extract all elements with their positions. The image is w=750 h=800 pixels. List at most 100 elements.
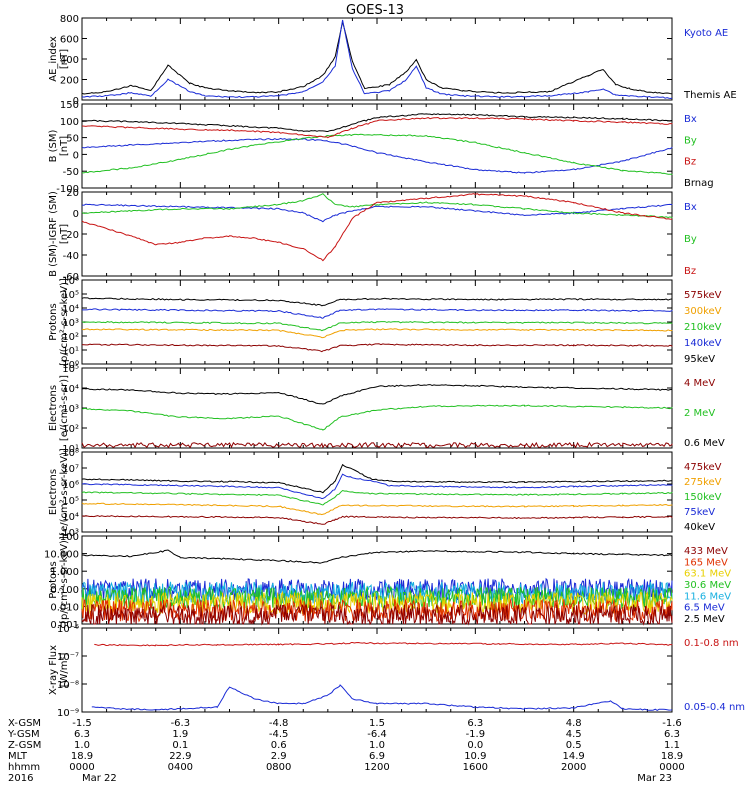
footer-value: 14.9 [563,751,585,762]
y-axis-label-prot1: Protons [48,303,59,340]
footer-value: -1.9 [466,729,486,740]
footer-value: 2000 [561,762,586,773]
series-line-elec1-1 [81,404,673,431]
series-line-xray-1 [91,684,673,711]
panel-xray: 10⁻⁹ 10⁻⁸ 10⁻⁷ 10⁻⁶ X-ray Flux [W/m²] 0.1-0.8 … [48,624,745,719]
series-line-bsm-2 [81,133,673,175]
footer-value: 0.1 [172,740,188,751]
series-line-elec2-1 [81,473,673,500]
footer-row-label: MLT [8,751,28,762]
footer-value: 6.3 [467,718,483,729]
footer-row-label: hhmm [8,762,40,773]
ytick-label: -100 [56,184,79,195]
ytick-label: 10³ [62,528,79,539]
series-line-prot2-0 [81,549,673,564]
legend-entry-bsm: Bz [684,157,696,168]
panel-prot1: 10⁰ 10¹ 10² 10³ 10⁴ 10⁵ 10⁶ Protons [p/(cm²-s-sr… [48,276,722,371]
series-line-prot1-1 [82,308,673,319]
footer-value: 1.0 [369,740,385,751]
ytick-label: 10¹ [62,444,79,455]
series-line-bsm-3 [81,116,673,139]
ytick-label: 0 [73,209,79,220]
ytick-label: 0 [73,96,79,107]
series-line-ae-1 [81,19,673,100]
panel-frame-elec2 [81,451,673,533]
ytick-label: 10⁵ [62,496,79,507]
footer-value: 10.9 [464,751,486,762]
ytick-label: 0.001 [50,620,79,631]
panel-frame-elec1 [81,367,673,449]
legend-entry-elec2: 475keV [684,462,722,473]
legend-entry-prot1: 575keV [684,290,722,301]
ytick-label: 10⁵ [62,290,79,301]
ephemeris-footer: X-GSM -1.5 -6.3 -4.8 1.5 6.3 4.8 -1.6Y-GSM 6.3 1.… [7,718,685,784]
series-line-elec2-3 [81,502,673,516]
ytick-label: -20 [63,230,79,241]
y-axis-label-elec1: Electrons [48,385,59,431]
date-start-day: Mar 22 [82,773,117,784]
series-line-elec1-2 [81,441,673,449]
date-end-day: Mar 23 [637,773,672,784]
legend-entry-ae: Themis AE [683,90,737,101]
y-axis-label-bsm: [nT] [59,136,70,156]
legend-entry-prot2: 30.6 MeV [684,580,731,591]
ytick-label: 10⁴ [62,304,79,315]
y-axis-label-bigrf: B (SM)-IGRF (SM) [48,191,59,277]
series-line-bigrf-0 [81,203,673,223]
footer-row-label: X-GSM [8,718,41,729]
footer-row-label: Y-GSM [7,729,40,740]
ytick-label: 10⁶ [62,480,79,491]
ytick-label: 1.000 [50,567,79,578]
legend-entry-prot1: 300keV [684,306,722,317]
ytick-label: 0.100 [50,585,79,596]
figure-title: GOES-13 [346,3,404,18]
legend-entry-prot1: 210keV [684,322,722,333]
legend-entry-bigrf: By [684,234,697,245]
footer-value: 18.9 [71,751,93,762]
y-axis-label-prot2: Protons [48,561,59,598]
legend-entry-bigrf: Bz [684,266,696,277]
ytick-label: 0 [73,150,79,161]
series-line-prot2-5 [81,597,673,623]
footer-value: 0400 [168,762,193,773]
footer-value: 1.9 [172,729,188,740]
series-line-ae-0 [81,21,672,95]
legend-entry-bsm: Brnag [684,178,714,189]
legend-entry-elec2: 275keV [684,477,722,488]
panel-bigrf: -60 -40 -20 0 20 B (SM)-IGRF (SM) [nT] Bx By Bz [48,188,697,283]
ytick-label: 10⁴ [62,384,79,395]
ytick-label: 150 [60,100,79,111]
ytick-label: 10² [62,332,79,343]
footer-value: 1.1 [664,740,680,751]
ytick-label: 10⁻⁷ [57,652,79,663]
ytick-label: 50 [66,134,79,145]
footer-value: -4.8 [269,718,289,729]
footer-value: 0000 [659,762,684,773]
footer-value: 0.6 [271,740,287,751]
footer-value: 0.5 [566,740,582,751]
ytick-label: 800 [60,14,79,25]
legend-entry-prot2: 2.5 MeV [684,614,725,625]
date-year: 2016 [8,773,33,784]
legend-entry-elec2: 40keV [684,522,715,533]
ytick-label: 0.010 [50,602,79,613]
ytick-label: 10² [62,424,79,435]
series-line-prot2-2 [81,580,673,605]
legend-entry-ae: Kyoto AE [684,28,728,39]
ytick-label: -50 [63,167,79,178]
ytick-label: 100 [60,532,79,543]
legend-entry-bigrf: Bx [684,202,697,213]
footer-value: 4.5 [566,729,582,740]
ytick-label: 10⁵ [62,364,79,375]
legend-entry-prot1: 95keV [684,354,715,365]
legend-entry-prot2: 165 MeV [684,557,728,568]
y-axis-label-ae: [nT] [59,49,70,69]
series-line-elec2-2 [81,489,673,506]
ytick-label: 10⁷ [62,464,79,475]
ytick-label: 10⁸ [62,448,79,459]
series-line-bsm-1 [81,137,673,174]
legend-entry-elec1: 4 MeV [684,378,715,389]
